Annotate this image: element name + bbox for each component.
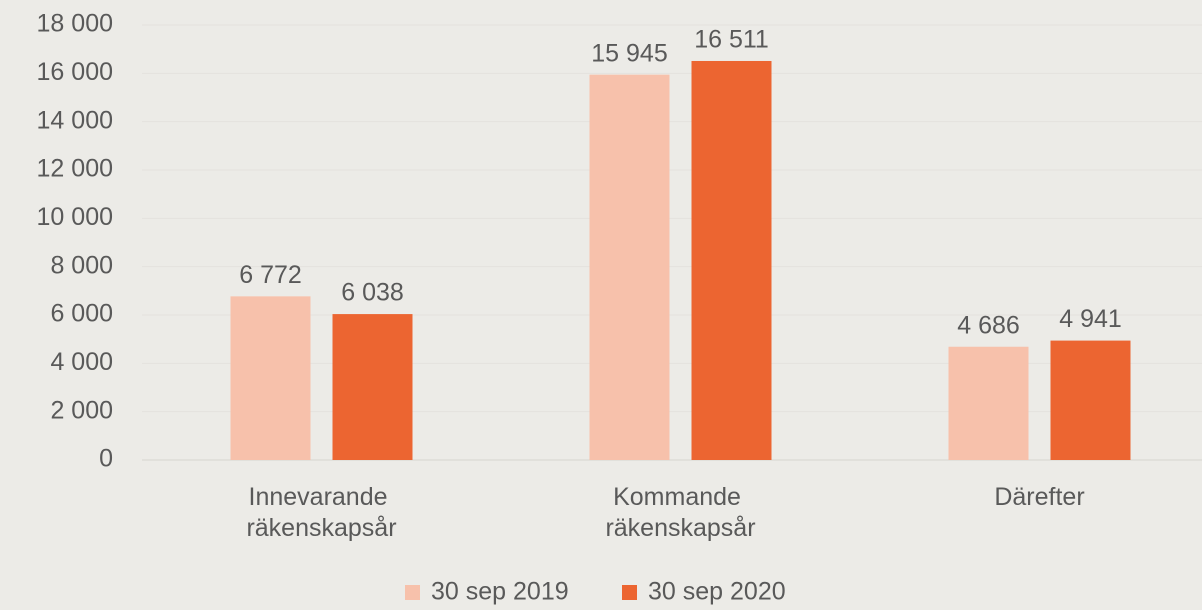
y-tick-label: 12 000	[37, 155, 113, 183]
bar	[1050, 340, 1131, 460]
data-label: 16 511	[694, 26, 769, 54]
bar	[230, 296, 311, 460]
y-tick-label: 0	[99, 445, 113, 473]
legend-label: 30 sep 2019	[431, 578, 569, 606]
y-tick-label: 18 000	[37, 10, 113, 38]
y-tick-label: 4 000	[50, 348, 113, 376]
x-tick-label: Därefter	[994, 483, 1084, 511]
legend-label: 30 sep 2020	[648, 578, 786, 606]
bar	[332, 314, 413, 460]
data-label: 4 686	[957, 311, 1020, 339]
bar	[589, 74, 670, 460]
y-tick-label: 2 000	[50, 396, 113, 424]
y-tick-label: 14 000	[37, 106, 113, 134]
legend-swatch	[622, 585, 637, 600]
data-label: 6 772	[239, 261, 302, 289]
y-tick-label: 16 000	[37, 58, 113, 86]
legend-swatch	[405, 585, 420, 600]
y-tick-label: 6 000	[50, 300, 113, 328]
data-label: 6 038	[341, 279, 404, 307]
bar	[691, 60, 772, 461]
data-label: 15 945	[591, 39, 667, 67]
x-tick-label: Innevarande räkenskapsår	[246, 483, 396, 542]
y-tick-label: 10 000	[37, 203, 113, 231]
y-tick-label: 8 000	[50, 251, 113, 279]
data-label: 4 941	[1059, 305, 1122, 333]
x-tick-label: Kommande räkenskapsår	[605, 483, 755, 542]
bar	[948, 346, 1029, 460]
